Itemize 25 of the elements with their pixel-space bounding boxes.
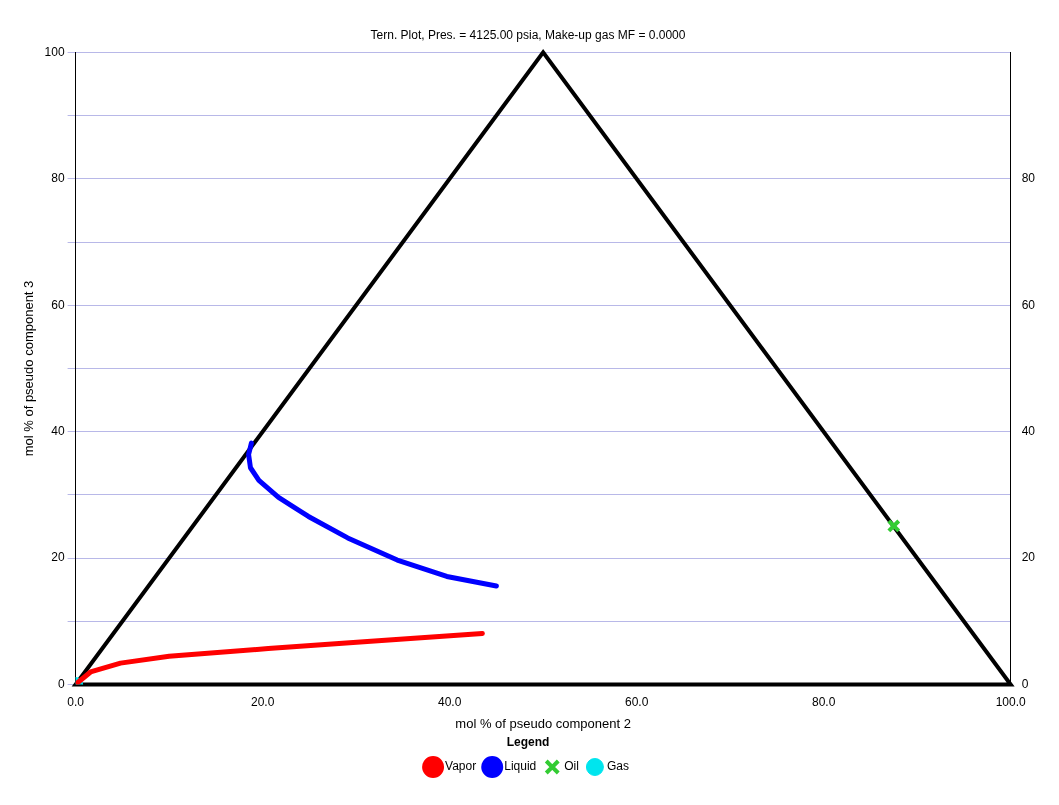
x-tick-label: 40.0 xyxy=(437,695,462,710)
y-tick-label: 0 xyxy=(57,676,65,691)
y2-tick-label: 40 xyxy=(1021,424,1036,439)
y-tick-label: 80 xyxy=(51,171,65,186)
y-tick-label: 100 xyxy=(44,44,65,59)
y2-tick-label: 60 xyxy=(1021,297,1036,312)
x-tick-label: 20.0 xyxy=(250,695,275,710)
legend-label: Liquid xyxy=(504,759,537,774)
x-tick-label: 60.0 xyxy=(624,695,649,710)
x-tick-label: 0.0 xyxy=(67,695,85,710)
y2-tick-label: 80 xyxy=(1021,171,1036,186)
legend-title: Legend xyxy=(506,734,550,749)
y2-tick-label: 20 xyxy=(1021,550,1036,565)
y-tick-label: 60 xyxy=(51,297,65,312)
x-axis-title: mol % of pseudo component 2 xyxy=(455,716,631,732)
y2-tick-label: 0 xyxy=(1021,676,1029,691)
x-tick-label: 100.0 xyxy=(995,695,1026,710)
x-tick-label: 80.0 xyxy=(811,695,836,710)
legend-label: Oil xyxy=(564,759,579,774)
legend-label: Gas xyxy=(606,759,629,774)
y-tick-label: 20 xyxy=(51,550,65,565)
y-axis-title: mol % of pseudo component 3 xyxy=(21,280,37,457)
y-tick-label: 40 xyxy=(51,424,65,439)
chart-title: Tern. Plot, Pres. = 4125.00 psia, Make-up gas MF = 0.0000 xyxy=(370,27,686,42)
legend-label: Vapor xyxy=(445,759,477,774)
